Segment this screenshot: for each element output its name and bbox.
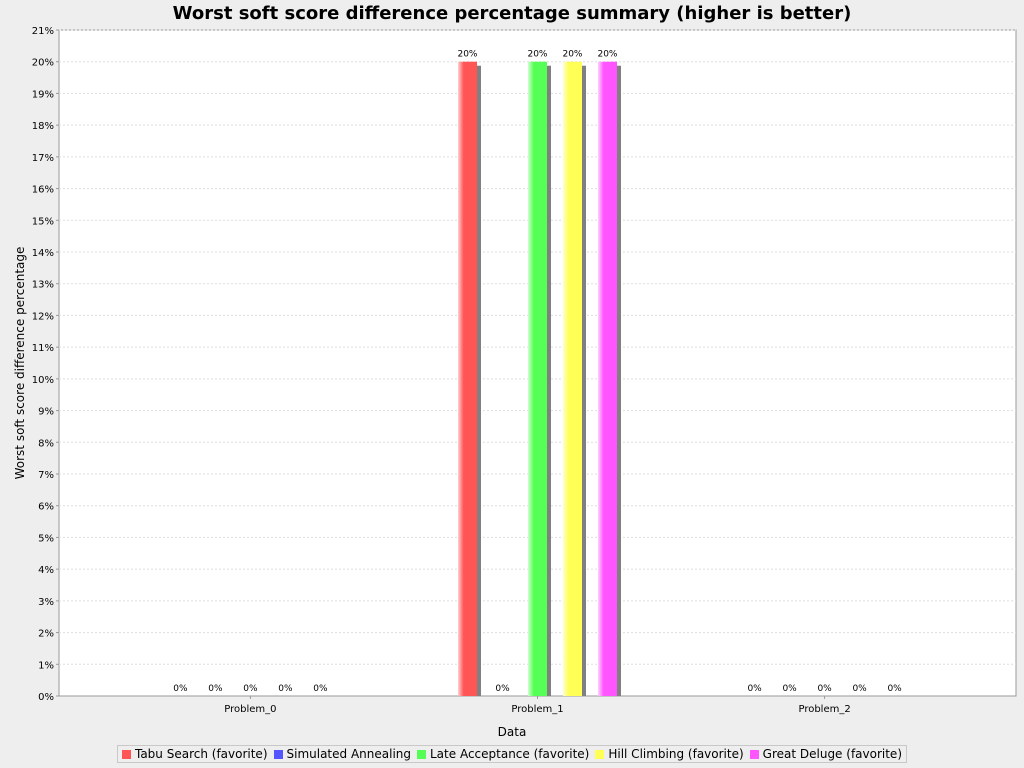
legend-item-tabu-search: Tabu Search (favorite) [121,747,268,761]
x-tick-label: Problem_1 [511,704,563,715]
grid-lines [59,29,1016,665]
bar-value-label: 0% [243,684,258,694]
legend-label-great-deluge: Great Deluge (favorite) [762,747,902,761]
legend-item-simulated-annealing: Simulated Annealing [273,747,412,761]
y-tick-label: 21% [32,26,54,37]
legend-label-hill-climbing: Hill Climbing (favorite) [608,747,744,761]
y-tick-label: 16% [32,185,54,196]
y-tick-label: 8% [38,438,54,449]
legend-item-late-acceptance: Late Acceptance (favorite) [417,747,589,761]
legend-swatch-hill-climbing [595,749,605,759]
bar-value-label: 20% [562,50,582,60]
y-tick-label: 7% [38,470,54,481]
legend-swatch-great-deluge [749,749,759,759]
y-tick-label: 6% [38,502,54,513]
y-axis-label: Worst soft score difference percentage [13,246,27,480]
bars [458,61,621,696]
y-tick-label: 4% [38,565,54,576]
bar-value-label: 0% [495,684,510,694]
y-tick-label: 5% [38,533,54,544]
y-tick-label: 3% [38,597,54,608]
legend: Tabu Search (favorite) Simulated Anneali… [0,745,1024,763]
bar-value-label: 20% [527,50,547,60]
x-axis-ticks: Problem_0 Problem_1 Problem_2 [224,696,851,715]
y-tick-label: 1% [38,660,54,671]
bar-value-label: 20% [597,50,617,60]
y-tick-label: 15% [32,216,54,227]
x-tick-label: Problem_0 [224,704,276,715]
y-tick-label: 12% [32,311,54,322]
legend-label-simulated-annealing: Simulated Annealing [286,747,412,761]
legend-box: Tabu Search (favorite) Simulated Anneali… [116,745,907,763]
bar-value-label: 20% [457,50,477,60]
bar-value-label: 0% [887,684,902,694]
y-tick-label: 0% [38,692,54,703]
bar-value-label: 0% [782,684,797,694]
y-tick-label: 17% [32,153,54,164]
x-axis-label: Data [497,725,527,739]
legend-label-tabu-search: Tabu Search (favorite) [134,747,268,761]
bar-hill-climbing-problem-1 [563,61,582,696]
legend-item-great-deluge: Great Deluge (favorite) [749,747,902,761]
bar-value-label: 0% [278,684,293,694]
legend-swatch-simulated-annealing [273,749,283,759]
y-tick-label: 13% [32,280,54,291]
y-axis-ticks: 0% 1% 2% 3% 4% 5% 6% 7% 8% 9% 10% 11% 12% 13% 14% 15% 16… [32,26,59,703]
bar-tabu-search-problem-1 [458,61,477,696]
bar-value-label: 0% [173,684,188,694]
bar-late-acceptance-problem-1 [528,61,547,696]
bar-value-label: 0% [208,684,223,694]
y-tick-label: 11% [32,343,54,354]
bar-labels: 0% 0% 0% 0% 0% 20% 0% 20% 20% 20% 0% 0% 0% 0% 0% [173,50,902,694]
legend-swatch-tabu-search [121,749,131,759]
legend-item-hill-climbing: Hill Climbing (favorite) [595,747,744,761]
legend-label-late-acceptance: Late Acceptance (favorite) [430,747,590,761]
bar-value-label: 0% [852,684,867,694]
y-tick-label: 9% [38,407,54,418]
y-tick-label: 19% [32,89,54,100]
x-tick-label: Problem_2 [798,704,850,715]
y-tick-label: 14% [32,248,54,259]
bar-value-label: 0% [313,684,328,694]
bar-value-label: 0% [747,684,762,694]
y-tick-label: 20% [32,58,54,69]
bar-value-label: 0% [817,684,832,694]
y-tick-label: 10% [32,375,54,386]
legend-swatch-late-acceptance [417,749,426,759]
y-tick-label: 18% [32,121,54,132]
y-tick-label: 2% [38,629,54,640]
bar-great-deluge-problem-1 [598,61,617,696]
chart-title: Worst soft score difference percentage s… [172,3,852,24]
